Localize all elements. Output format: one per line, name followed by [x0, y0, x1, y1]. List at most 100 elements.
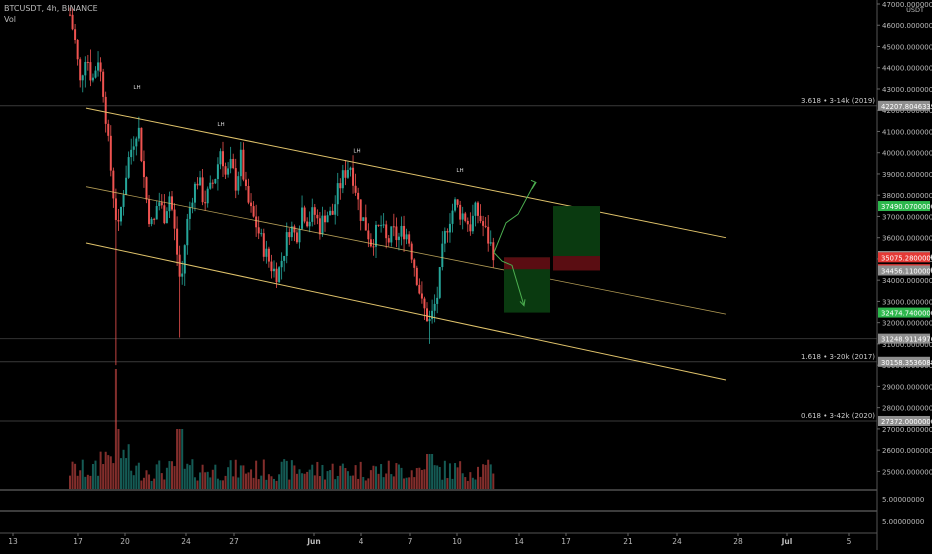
candle-body: [267, 248, 270, 262]
volume-bar: [267, 474, 270, 489]
volume-tick-label: 5.00000000: [882, 518, 924, 526]
candle-body: [380, 225, 383, 227]
candle-body: [107, 123, 110, 136]
candle-body: [117, 219, 120, 222]
volume-bar: [275, 480, 278, 489]
candle-body: [204, 202, 207, 204]
candle-body: [158, 202, 161, 207]
symbol-label: BTCUSDT, 4h, BINANCE: [4, 4, 98, 13]
volume-bar: [295, 473, 298, 489]
volume-bar: [79, 470, 82, 489]
volume-bar: [400, 467, 403, 489]
volume-bar: [336, 475, 339, 489]
candle-body: [275, 268, 278, 283]
candle-body: [142, 161, 145, 178]
candle-body: [454, 199, 457, 211]
candle-body: [311, 207, 314, 222]
volume-bar: [326, 471, 329, 489]
candle-body: [260, 233, 263, 235]
volume-bar: [298, 469, 301, 489]
volume-bar: [204, 472, 207, 489]
volume-bar: [285, 460, 288, 489]
volume-bar: [341, 463, 344, 489]
volume-bar: [329, 470, 332, 489]
volume-bar: [160, 473, 163, 489]
candle-body: [127, 157, 130, 178]
price-tick-label: 37000.00000000: [882, 213, 932, 221]
candle-body: [97, 62, 100, 71]
candle-body: [306, 221, 309, 227]
volume-bar: [181, 429, 184, 489]
volume-bar: [354, 465, 357, 489]
volume-bar: [155, 464, 158, 489]
volume-bar: [250, 469, 253, 489]
price-tag-label: 34456.11000000: [881, 267, 932, 275]
candle-body: [262, 233, 265, 257]
price-tag-bg: [878, 356, 930, 367]
price-tick-label: 42000.00000000: [882, 107, 932, 115]
candle-body: [86, 61, 89, 63]
candle-body: [395, 226, 398, 241]
volume-bar: [239, 465, 242, 489]
candle-body: [173, 209, 176, 229]
currency-label: USDT: [906, 6, 924, 14]
price-tag-bg: [878, 201, 930, 212]
candle-body: [120, 206, 122, 222]
candle-body: [137, 127, 140, 139]
volume-label: Vol: [4, 15, 16, 24]
candle-body: [229, 158, 232, 169]
volume-bar: [375, 466, 377, 489]
candle-body: [222, 151, 224, 167]
candle-body: [413, 259, 416, 268]
candle-body: [122, 195, 125, 207]
price-tag-bg: [878, 252, 930, 263]
candle-body: [89, 62, 92, 81]
volume-bar: [97, 475, 100, 489]
volume-bar: [318, 476, 321, 489]
volume-bar: [405, 477, 408, 489]
price-tick-label: 47000.00000000: [882, 1, 932, 9]
candle-body: [329, 210, 332, 216]
candle-body: [492, 242, 495, 261]
candle-body: [153, 218, 156, 220]
price-tick-label: 28000.00000000: [882, 405, 932, 413]
channel-lower-line: [85, 242, 727, 381]
candle-body: [403, 225, 406, 240]
volume-bar: [469, 472, 472, 489]
volume-bar: [311, 464, 314, 489]
candle-body: [344, 170, 347, 178]
candle-body: [79, 59, 82, 81]
volume-bar: [397, 464, 400, 489]
volume-bar: [120, 458, 122, 489]
candle-body: [81, 75, 84, 81]
volume-bar: [257, 479, 260, 489]
volume-bar: [102, 464, 105, 489]
volume-bar: [84, 476, 87, 489]
candle-body: [326, 215, 329, 223]
volume-bar: [456, 467, 459, 489]
candle-body: [234, 168, 237, 191]
candle-body: [227, 168, 230, 175]
volume-bar: [451, 478, 454, 489]
candle-body: [102, 71, 105, 97]
volume-bar: [130, 470, 133, 489]
volume-bar: [339, 465, 342, 489]
candle-body: [438, 267, 441, 298]
volume-bar: [209, 477, 212, 489]
time-axis[interactable]: 13 17 20 24 27 Jun 4 7 10 14 17 21 24 28 Jul 5: [0, 532, 877, 546]
candle-body: [426, 308, 428, 322]
candle-body: [372, 246, 375, 248]
candle-body: [181, 273, 184, 277]
volume-bar: [142, 477, 145, 489]
candle-body: [318, 218, 321, 235]
price-tick-label: 46000.00000000: [882, 22, 932, 30]
volume-bar: [293, 465, 296, 489]
volume-bar: [418, 467, 421, 489]
volume-bar: [487, 459, 490, 489]
candle-body: [489, 242, 492, 244]
candle-body: [303, 207, 306, 222]
volume-bar: [273, 478, 275, 489]
candle-body: [420, 293, 423, 299]
